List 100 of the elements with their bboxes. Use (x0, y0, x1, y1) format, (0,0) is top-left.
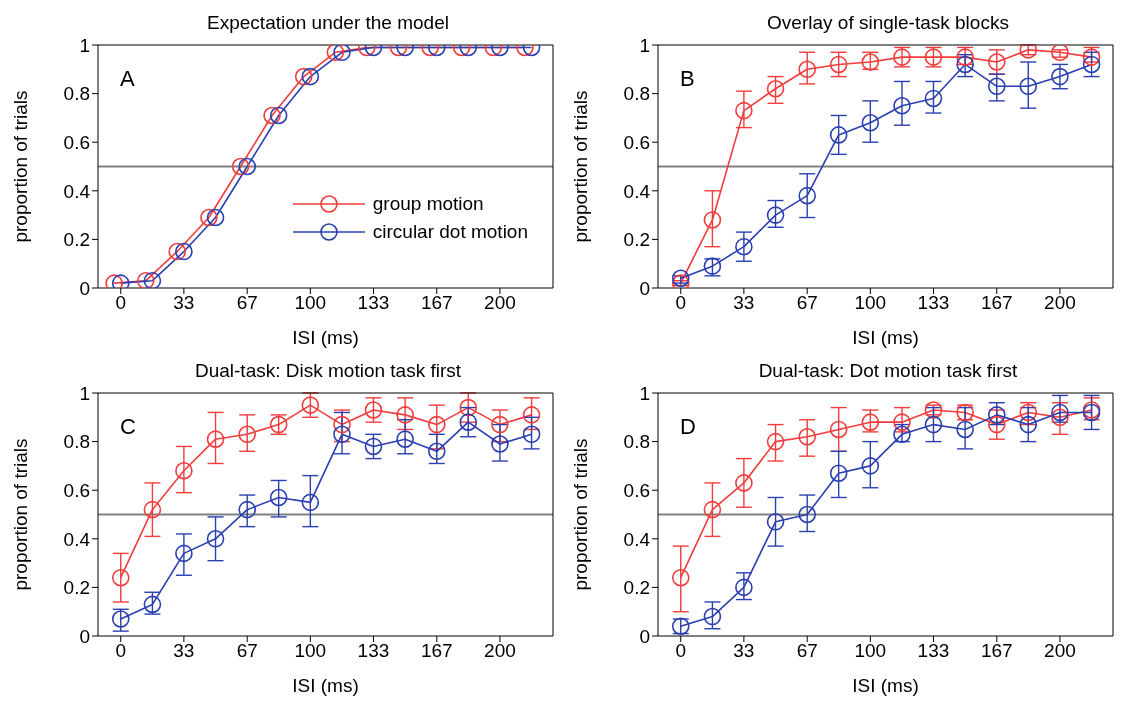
y-tick-label: 1 (79, 34, 90, 56)
point (766, 432, 785, 451)
x-tick-label: 33 (733, 292, 755, 314)
point (798, 186, 816, 205)
point (798, 505, 816, 524)
point (1051, 408, 1069, 427)
point (168, 242, 187, 261)
x-tick-label: 33 (173, 640, 195, 662)
point (703, 607, 722, 626)
chart-title: Dual-task: Dot motion task first (758, 360, 1018, 381)
x-tick-label: 167 (420, 640, 453, 662)
point (238, 157, 256, 176)
point (735, 101, 753, 120)
x-tick-label: 100 (854, 292, 887, 314)
point (396, 406, 414, 424)
point (671, 269, 690, 288)
point (829, 55, 848, 74)
point (1051, 45, 1069, 62)
y-tick-label: 0 (639, 625, 650, 647)
point (956, 420, 974, 439)
y-tick-label: 0.8 (623, 431, 650, 453)
point (735, 474, 753, 492)
x-tick-label: 67 (796, 292, 818, 314)
point (1051, 403, 1069, 422)
point (1019, 77, 1038, 96)
point (522, 406, 541, 424)
y-tick-label: 0.4 (63, 180, 91, 202)
y-tick-label: 0.2 (63, 577, 90, 599)
y-tick-label: 0.4 (623, 180, 651, 202)
point (987, 77, 1006, 96)
point (861, 457, 880, 475)
x-tick-label: 33 (733, 640, 755, 662)
y-tick-label: 0.6 (623, 479, 650, 501)
y-tick-label: 1 (639, 382, 650, 404)
point (924, 415, 943, 434)
point (231, 157, 250, 176)
x-tick-label: 33 (173, 292, 195, 314)
x-tick-label: 200 (484, 640, 516, 662)
x-tick-label: 200 (1044, 640, 1076, 662)
point (829, 126, 848, 144)
point (491, 435, 509, 453)
point (427, 415, 446, 434)
x-tick-label: 100 (294, 640, 327, 662)
point (143, 595, 162, 614)
x-tick-label: 133 (357, 640, 390, 662)
x-tick-label: 200 (1044, 292, 1076, 314)
y-tick-label: 0.4 (63, 528, 91, 550)
y-tick-label: 0.4 (623, 528, 651, 550)
point (459, 413, 478, 431)
point (238, 425, 256, 444)
point (206, 530, 225, 548)
point (829, 420, 848, 439)
point (703, 211, 722, 229)
point (924, 89, 943, 108)
point (364, 437, 383, 456)
point (491, 415, 509, 434)
x-axis-title: ISI (ms) (852, 327, 919, 348)
point (206, 208, 225, 227)
x-tick-label: 100 (294, 292, 327, 314)
y-tick-label: 0.8 (623, 83, 650, 105)
point (861, 413, 880, 431)
point (735, 578, 753, 597)
x-tick-label: 133 (917, 640, 950, 662)
x-tick-label: 200 (484, 292, 516, 314)
point (175, 544, 193, 563)
x-tick-label: 100 (854, 640, 887, 662)
point (893, 413, 911, 431)
y-tick-label: 1 (639, 34, 650, 56)
y-tick-label: 0.6 (63, 479, 90, 501)
x-tick-label: 0 (115, 640, 127, 662)
point (396, 430, 414, 448)
y-tick-label: 0.2 (623, 229, 650, 251)
point (671, 568, 690, 587)
x-tick-label: 133 (357, 292, 390, 314)
point (829, 464, 848, 482)
point (427, 442, 446, 461)
point (206, 430, 225, 448)
x-axis-title: ISI (ms) (292, 675, 359, 696)
point (798, 60, 816, 79)
point (175, 461, 193, 480)
y-axis-title: proportion of trials (9, 90, 31, 243)
point (238, 500, 256, 519)
point (893, 96, 911, 115)
y-tick-label: 0.2 (623, 577, 650, 599)
legend-label: group motion (372, 192, 484, 216)
x-tick-label: 133 (917, 292, 950, 314)
point (301, 396, 320, 414)
y-axis-title: proportion of trials (569, 90, 591, 243)
y-tick-label: 1 (79, 382, 90, 404)
annotation: C (120, 414, 136, 440)
point (111, 568, 130, 587)
y-tick-label: 0.6 (623, 131, 650, 153)
point (766, 79, 785, 98)
point (263, 106, 281, 125)
y-tick-label: 0.8 (63, 83, 90, 105)
legend-label: circular dot motion (372, 220, 528, 244)
x-tick-label: 0 (115, 292, 127, 314)
x-axis-title: ISI (ms) (852, 675, 919, 696)
y-tick-label: 0.2 (63, 229, 90, 251)
point (798, 427, 816, 446)
